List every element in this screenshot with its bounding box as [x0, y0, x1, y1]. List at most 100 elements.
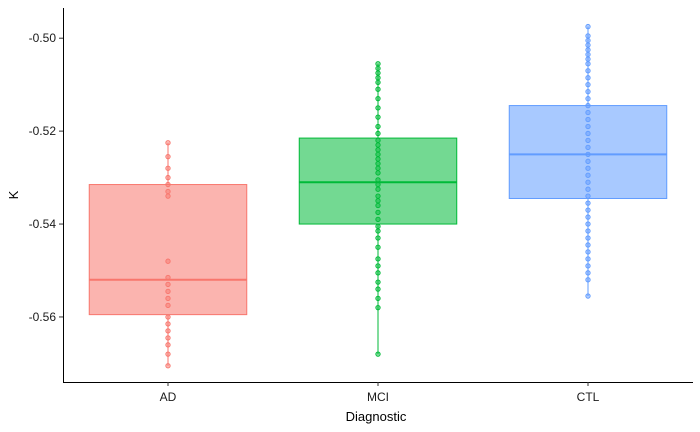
data-point: [375, 95, 381, 102]
data-point: [165, 181, 171, 188]
x-axis-ticks: AD MCI CTL: [160, 382, 600, 404]
data-point: [375, 186, 381, 192]
data-point: [585, 75, 591, 81]
y-tick-label: -0.54: [29, 217, 57, 231]
data-point: [585, 235, 591, 241]
data-point: [585, 270, 591, 276]
data-point: [375, 70, 381, 76]
data-point: [165, 335, 171, 341]
data-point: [375, 105, 381, 111]
data-point: [165, 174, 171, 181]
data-point: [375, 79, 381, 85]
data-point: [375, 137, 381, 144]
data-point: [585, 165, 591, 171]
data-point: [585, 42, 591, 48]
y-tick-label: -0.52: [29, 124, 57, 138]
data-point: [585, 109, 591, 116]
data-point: [375, 305, 381, 311]
data-point: [375, 235, 381, 241]
data-point: [585, 51, 591, 58]
data-point: [375, 114, 381, 120]
data-point: [585, 130, 591, 137]
data-point: [375, 270, 381, 276]
data-point: [585, 33, 591, 39]
y-tick-label: -0.56: [29, 310, 57, 324]
data-point: [585, 263, 591, 269]
data-point: [585, 256, 591, 262]
data-point: [585, 207, 591, 213]
data-point: [375, 170, 381, 176]
data-point: [585, 144, 591, 151]
data-point: [585, 221, 591, 227]
data-point: [375, 351, 381, 357]
data-point: [375, 61, 381, 67]
data-point: [585, 158, 591, 164]
data-point: [585, 228, 591, 234]
box-ad: [88, 140, 248, 369]
data-point: [375, 151, 381, 157]
data-point: [585, 47, 591, 53]
x-tick-label: CTL: [577, 390, 600, 404]
data-point: [375, 228, 381, 234]
data-point: [375, 193, 381, 199]
data-point: [165, 274, 171, 281]
data-point: [165, 188, 171, 195]
data-point: [165, 302, 171, 308]
data-point: [165, 258, 171, 264]
y-axis-ticks: -0.56 -0.54 -0.52 -0.50: [29, 31, 63, 324]
data-point: [375, 160, 381, 167]
data-point: [375, 75, 381, 81]
data-point: [375, 198, 381, 204]
y-axis-title: K: [6, 190, 21, 199]
data-point: [165, 140, 171, 146]
data-point: [375, 142, 381, 148]
data-point: [585, 137, 591, 144]
box-ctl: [508, 23, 668, 299]
data-point: [165, 288, 171, 295]
data-point: [585, 172, 591, 178]
data-point: [585, 200, 591, 206]
data-point: [165, 193, 171, 199]
data-point: [585, 249, 591, 255]
box-mci: [298, 61, 458, 357]
y-tick-label: -0.50: [29, 31, 57, 45]
data-point: [585, 123, 591, 130]
data-point: [585, 95, 591, 102]
data-point: [165, 328, 171, 334]
data-point: [585, 186, 591, 192]
data-point: [585, 193, 591, 199]
data-point: [375, 244, 381, 250]
data-point: [375, 181, 381, 188]
data-point: [375, 86, 381, 92]
data-point: [375, 165, 381, 171]
data-point: [375, 156, 381, 162]
data-point: [585, 88, 591, 95]
x-axis-title: Diagnostic: [346, 409, 407, 424]
data-point: [585, 23, 591, 30]
data-point: [585, 102, 591, 109]
data-point: [585, 214, 591, 220]
data-point: [585, 68, 591, 74]
data-point: [585, 56, 591, 62]
data-point: [165, 363, 171, 369]
data-point: [585, 151, 591, 157]
data-point: [375, 209, 381, 216]
data-point: [375, 256, 381, 262]
data-point: [375, 123, 381, 130]
data-point: [165, 281, 171, 288]
x-tick-label: AD: [160, 390, 177, 404]
data-point: [165, 342, 171, 348]
data-point: [375, 177, 381, 183]
data-point: [375, 286, 381, 292]
data-point: [165, 154, 171, 160]
data-point: [375, 130, 381, 137]
data-point: [375, 263, 381, 269]
plot-area: [88, 23, 668, 369]
data-point: [165, 295, 171, 302]
data-point: [375, 295, 381, 302]
data-point: [585, 37, 591, 44]
data-point: [585, 179, 591, 185]
data-point: [165, 321, 171, 327]
data-point: [375, 147, 381, 153]
data-point: [585, 242, 591, 248]
